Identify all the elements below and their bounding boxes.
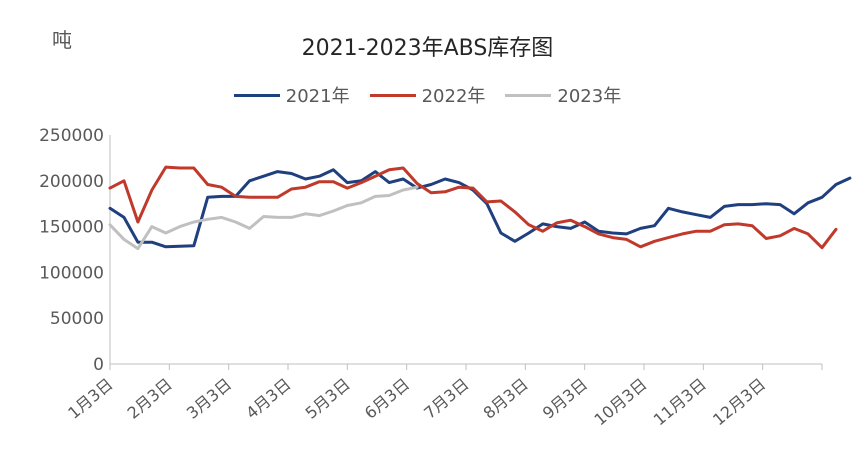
x-tick-label: 1月3日 [64, 375, 116, 423]
x-tick-label: 4月3日 [242, 375, 294, 423]
x-tick-label: 9月3日 [539, 375, 591, 423]
legend-label-2023: 2023年 [557, 86, 622, 107]
y-tick-label: 50000 [50, 309, 104, 329]
legend-swatch-2022 [369, 93, 416, 97]
chart-title: 2021-2023年ABS库存图 [301, 36, 554, 61]
legend-item-2022: 2022年 [369, 82, 486, 108]
legend-label-2022: 2022年 [421, 86, 486, 107]
series-line-2022年 [108, 165, 838, 250]
y-tick-label: 250000 [39, 126, 104, 146]
y-unit-label: 吨 [52, 28, 72, 52]
legend-item-2023: 2023年 [505, 82, 621, 108]
legend-item-2021: 2021年 [233, 82, 350, 108]
legend-swatch-2021 [233, 93, 280, 97]
x-tick-label: 8月3日 [480, 375, 532, 423]
x-tick-label: 5月3日 [302, 375, 354, 423]
x-tick-label: 7月3日 [420, 375, 472, 423]
legend-swatch-2023 [505, 93, 552, 97]
y-tick-label: 100000 [39, 263, 104, 283]
x-tick-label: 12月3日 [709, 375, 769, 430]
series-line-2021年 [108, 168, 852, 249]
legend-label-2021: 2021年 [285, 86, 350, 107]
y-tick-label: 200000 [39, 172, 104, 192]
x-tick-label: 10月3日 [590, 375, 650, 430]
x-tick-label: 6月3日 [361, 375, 413, 423]
y-tick-label: 0 [93, 355, 104, 375]
y-tick-label: 150000 [39, 218, 104, 238]
series-line-2023年 [108, 185, 419, 251]
x-tick-label: 11月3日 [650, 375, 710, 430]
x-tick-label: 3月3日 [183, 375, 235, 423]
legend: 2021年 2022年 2023年 [0, 82, 855, 108]
x-tick-label: 2月3日 [124, 375, 176, 423]
